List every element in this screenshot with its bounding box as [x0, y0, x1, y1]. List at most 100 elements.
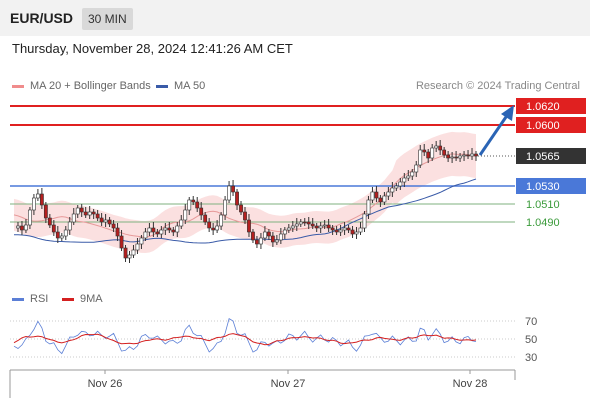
candle-body	[310, 223, 315, 227]
candle-body	[362, 213, 367, 229]
level-label: 1.0530	[526, 181, 560, 193]
candle-body	[263, 231, 267, 239]
candle-body	[63, 229, 68, 237]
candle-body	[175, 225, 180, 233]
candle-body	[183, 209, 188, 221]
candle-body	[406, 175, 411, 179]
candle-body	[199, 207, 204, 216]
candle-body	[474, 153, 478, 157]
candle-body	[151, 227, 156, 233]
level-label: 1.0620	[526, 101, 560, 113]
candle-body	[338, 229, 343, 233]
timeframe-button[interactable]: 30 MIN	[82, 8, 133, 30]
legend-rsi-label: RSI	[30, 293, 49, 305]
candle-body	[179, 219, 184, 227]
level-lines	[10, 105, 515, 223]
candle-body	[59, 235, 64, 239]
legend-9ma: 9MA	[62, 293, 103, 305]
ma9-swatch-icon	[62, 297, 74, 301]
candle-body	[215, 225, 220, 231]
candle-body	[251, 231, 255, 241]
candle-body	[334, 229, 339, 233]
candle-body	[131, 249, 136, 256]
level-labels: 1.0620 1.0600 1.0565 1.0530 1.0510 1.0490	[516, 98, 586, 229]
chart-datetime: Thursday, November 28, 2024 12:41:26 AM …	[12, 41, 293, 56]
candle-body	[243, 211, 247, 221]
candle-body	[350, 229, 355, 235]
candle-body	[402, 177, 407, 183]
candle-body	[410, 171, 415, 177]
level-box	[516, 117, 586, 133]
candle-body	[235, 191, 239, 206]
level-box	[516, 178, 586, 194]
candle-body	[95, 213, 100, 219]
candle-body	[155, 231, 160, 235]
candle-body	[16, 225, 20, 229]
candle-body	[366, 199, 371, 215]
candle-body	[394, 185, 399, 189]
candle-body	[454, 156, 458, 159]
level-label: 1.0510	[526, 199, 560, 211]
candle-body	[414, 164, 419, 173]
rsi-line	[13, 317, 477, 355]
top-bar: EUR/USD 30 MIN	[0, 0, 590, 36]
legend-bollinger: MA 20 + Bollinger Bands	[12, 80, 151, 92]
candle-body	[227, 185, 231, 201]
candle-body	[51, 224, 56, 233]
rsi-tick-label: 50	[525, 334, 537, 346]
candle-body	[470, 153, 474, 157]
legend-ma50: MA 50	[156, 80, 205, 92]
rsi-swatch-icon	[12, 297, 24, 301]
candle-body	[346, 227, 351, 231]
candle-body	[247, 219, 251, 233]
candle-body	[322, 224, 327, 227]
candle-body	[466, 154, 470, 157]
candle-body	[91, 211, 96, 215]
candle-body	[259, 237, 263, 245]
candle-body	[171, 229, 176, 233]
candle-body	[282, 229, 287, 235]
candle-body	[239, 204, 243, 213]
bollinger-swatch-icon	[12, 84, 24, 88]
candle-body	[370, 191, 375, 201]
legend-rsi: RSI	[12, 293, 48, 305]
level-box	[516, 148, 586, 164]
legend-bollinger-label: MA 20 + Bollinger Bands	[30, 80, 151, 92]
bollinger-band-area	[14, 131, 476, 253]
candle-body	[274, 239, 279, 243]
candle-body	[326, 224, 331, 229]
candle-body	[302, 221, 307, 224]
time-axis-label: Nov 27	[271, 378, 306, 390]
candle-body	[450, 156, 455, 159]
candle-body	[211, 227, 216, 231]
candle-body	[47, 217, 52, 226]
candle-body	[119, 235, 124, 249]
candle-body	[386, 191, 391, 197]
candle-body	[314, 225, 319, 229]
candle-body	[422, 149, 427, 153]
candle-body	[55, 231, 60, 239]
candle-body	[71, 213, 76, 223]
candle-body	[374, 191, 379, 199]
candle-body	[99, 217, 104, 223]
candle-body	[143, 231, 148, 239]
candle-body	[442, 149, 447, 156]
candle-body	[43, 204, 48, 219]
candle-body	[462, 154, 466, 157]
candle-body	[318, 225, 323, 229]
candle-body	[28, 209, 32, 226]
candle-body	[32, 197, 36, 211]
candle-body	[67, 221, 72, 231]
candle-body	[354, 231, 359, 235]
level-label: 1.0565	[526, 151, 560, 163]
ma50-swatch-icon	[156, 84, 168, 88]
rsi-tick-label: 70	[525, 316, 537, 328]
candle-body	[103, 219, 108, 223]
candle-body	[298, 221, 303, 225]
candle-body	[163, 227, 168, 231]
ma50-line	[14, 178, 477, 244]
candle-body	[231, 185, 235, 193]
candle-body	[123, 247, 128, 259]
candle-body	[111, 223, 116, 229]
